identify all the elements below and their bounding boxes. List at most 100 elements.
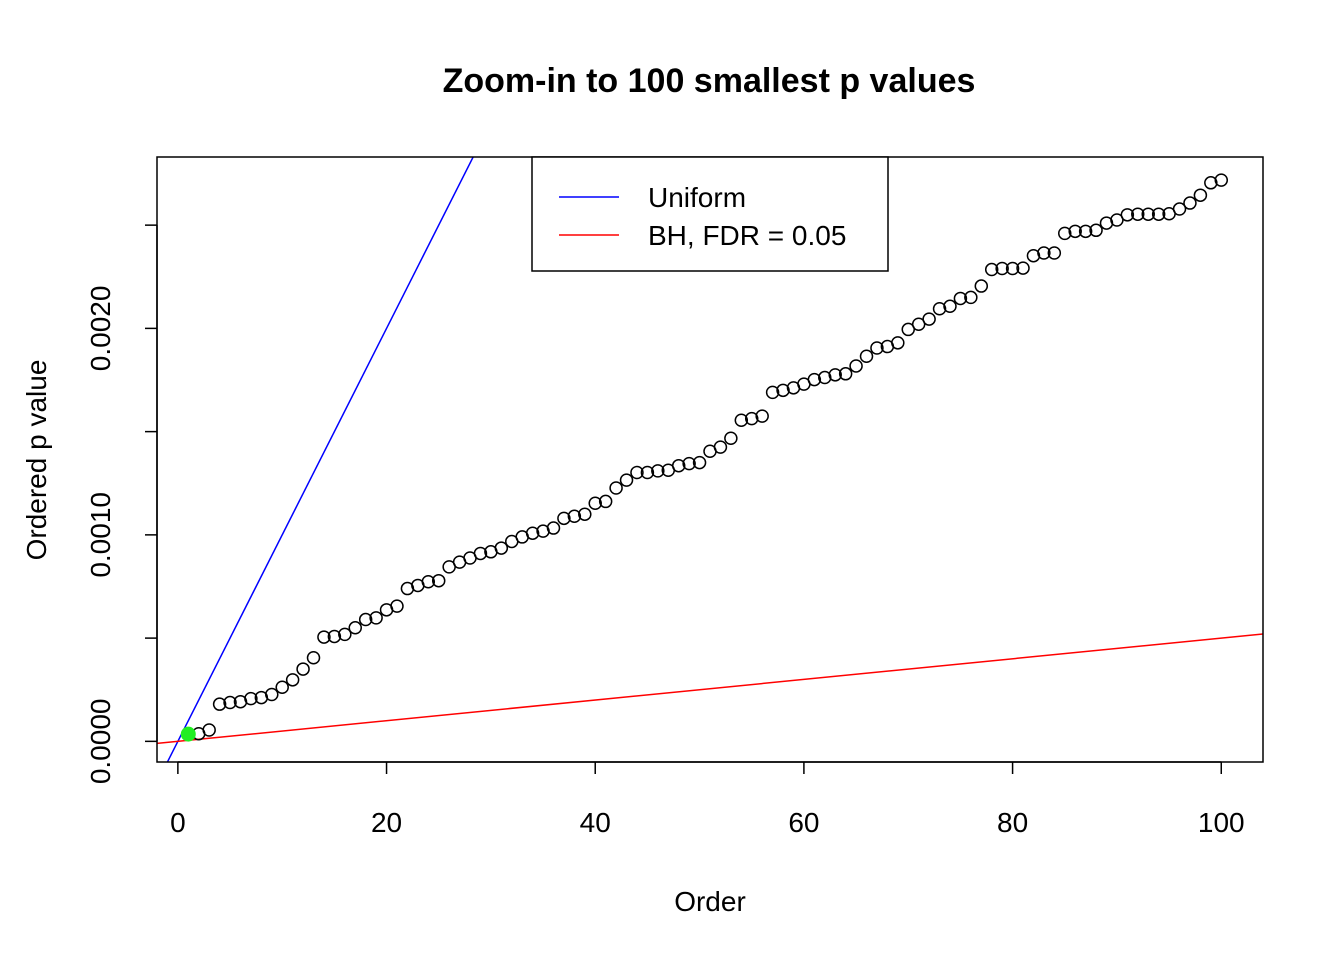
data-point	[901, 322, 915, 337]
data-point	[202, 723, 216, 737]
data-point	[630, 465, 644, 480]
data-point	[828, 368, 842, 382]
data-point	[671, 458, 686, 473]
data-point	[1183, 196, 1197, 210]
data-point	[285, 673, 300, 687]
data-point	[421, 574, 436, 589]
data-point	[953, 291, 968, 306]
data-point	[598, 494, 613, 509]
reference-line-uniform	[166, 157, 474, 762]
data-point	[1151, 207, 1166, 221]
data-point	[275, 680, 289, 695]
data-point	[348, 621, 362, 635]
data-point	[1058, 226, 1072, 241]
data-point	[296, 662, 310, 676]
data-point	[744, 411, 759, 426]
data-point	[567, 509, 582, 524]
legend-uniform-label: Uniform	[648, 182, 746, 213]
data-point	[974, 279, 989, 293]
data-point	[1026, 248, 1041, 263]
data-point	[431, 573, 446, 588]
data-point	[922, 312, 936, 326]
data-point	[943, 299, 957, 314]
data-point	[713, 440, 728, 454]
data-point	[1110, 213, 1124, 227]
data-point	[1141, 207, 1155, 221]
data-point	[1204, 176, 1218, 190]
data-point	[390, 599, 404, 613]
data-point	[546, 521, 561, 535]
legend-bh-label: BH, FDR = 0.05	[648, 220, 846, 251]
data-point	[807, 372, 822, 387]
data-point	[1120, 208, 1135, 222]
data-point	[964, 290, 978, 305]
data-point	[838, 367, 853, 381]
data-point	[338, 627, 352, 642]
data-point	[327, 629, 342, 644]
data-point	[588, 496, 602, 511]
y-tick-label: 0.0020	[85, 286, 116, 372]
data-point	[1131, 207, 1145, 221]
data-point	[1172, 202, 1187, 216]
data-point	[984, 262, 999, 277]
data-point	[525, 526, 540, 540]
data-point	[849, 359, 863, 373]
reference-lines	[157, 157, 1263, 762]
data-point	[619, 473, 634, 487]
data-point	[995, 261, 1009, 276]
data-point	[818, 370, 832, 385]
data-point	[223, 695, 237, 710]
x-tick-label: 0	[170, 807, 186, 838]
highlighted-point	[180, 726, 196, 742]
data-point	[1089, 223, 1103, 238]
x-tick-label: 100	[1198, 807, 1245, 838]
data-point	[932, 302, 947, 316]
y-tick-label: 0.0010	[85, 492, 116, 578]
legend-box	[531, 156, 889, 272]
data-point	[911, 317, 926, 332]
y-tick-label: 0.0000	[85, 699, 116, 785]
data-point	[473, 546, 488, 561]
chart-title: Zoom-in to 100 smallest p values	[443, 62, 976, 100]
y-axis-label: Ordered p value	[21, 360, 52, 561]
data-point	[724, 431, 738, 445]
data-point	[306, 650, 321, 665]
data-point	[494, 541, 509, 555]
legend: Uniform BH, FDR = 0.05	[531, 156, 889, 272]
x-tick-label: 60	[788, 807, 819, 838]
data-point	[682, 456, 696, 471]
data-point	[1047, 246, 1062, 260]
data-point	[358, 612, 373, 627]
data-point	[1016, 261, 1030, 275]
data-point	[776, 383, 790, 398]
data-point	[244, 691, 258, 706]
x-tick-label: 20	[371, 807, 402, 838]
x-tick-label: 80	[997, 807, 1028, 838]
data-point	[317, 630, 331, 644]
x-tick-label: 40	[580, 807, 611, 838]
data-point	[609, 481, 623, 495]
data-point	[557, 511, 571, 526]
data-points	[180, 173, 1229, 742]
data-point	[870, 341, 884, 355]
data-point	[734, 413, 749, 428]
data-point	[640, 465, 655, 480]
data-point	[1193, 188, 1208, 202]
data-point	[1078, 224, 1093, 239]
data-point	[891, 336, 905, 350]
y-axis: 0.0000 0.0010 0.0020	[85, 224, 158, 785]
x-axis-label: Order	[674, 886, 746, 917]
data-point	[765, 385, 780, 400]
x-axis: 0 20 40 60 80 100	[170, 761, 1245, 838]
data-point	[265, 687, 279, 702]
data-point	[578, 507, 592, 521]
data-point	[692, 455, 707, 470]
data-point	[755, 409, 769, 423]
data-point	[369, 611, 383, 625]
reference-line-bh	[157, 633, 1263, 745]
data-point	[212, 697, 227, 711]
data-point	[859, 349, 874, 364]
data-point	[651, 464, 665, 478]
data-point	[1005, 261, 1020, 276]
